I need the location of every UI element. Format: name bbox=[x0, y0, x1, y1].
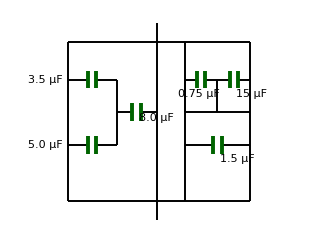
Text: 15 μF: 15 μF bbox=[236, 89, 267, 99]
Text: 1.5 μF: 1.5 μF bbox=[220, 154, 254, 165]
Text: 0.75 μF: 0.75 μF bbox=[178, 89, 219, 99]
Text: 3.5 μF: 3.5 μF bbox=[28, 75, 63, 84]
Text: 5.0 μF: 5.0 μF bbox=[28, 140, 63, 150]
Text: 8.0 μF: 8.0 μF bbox=[139, 113, 174, 124]
